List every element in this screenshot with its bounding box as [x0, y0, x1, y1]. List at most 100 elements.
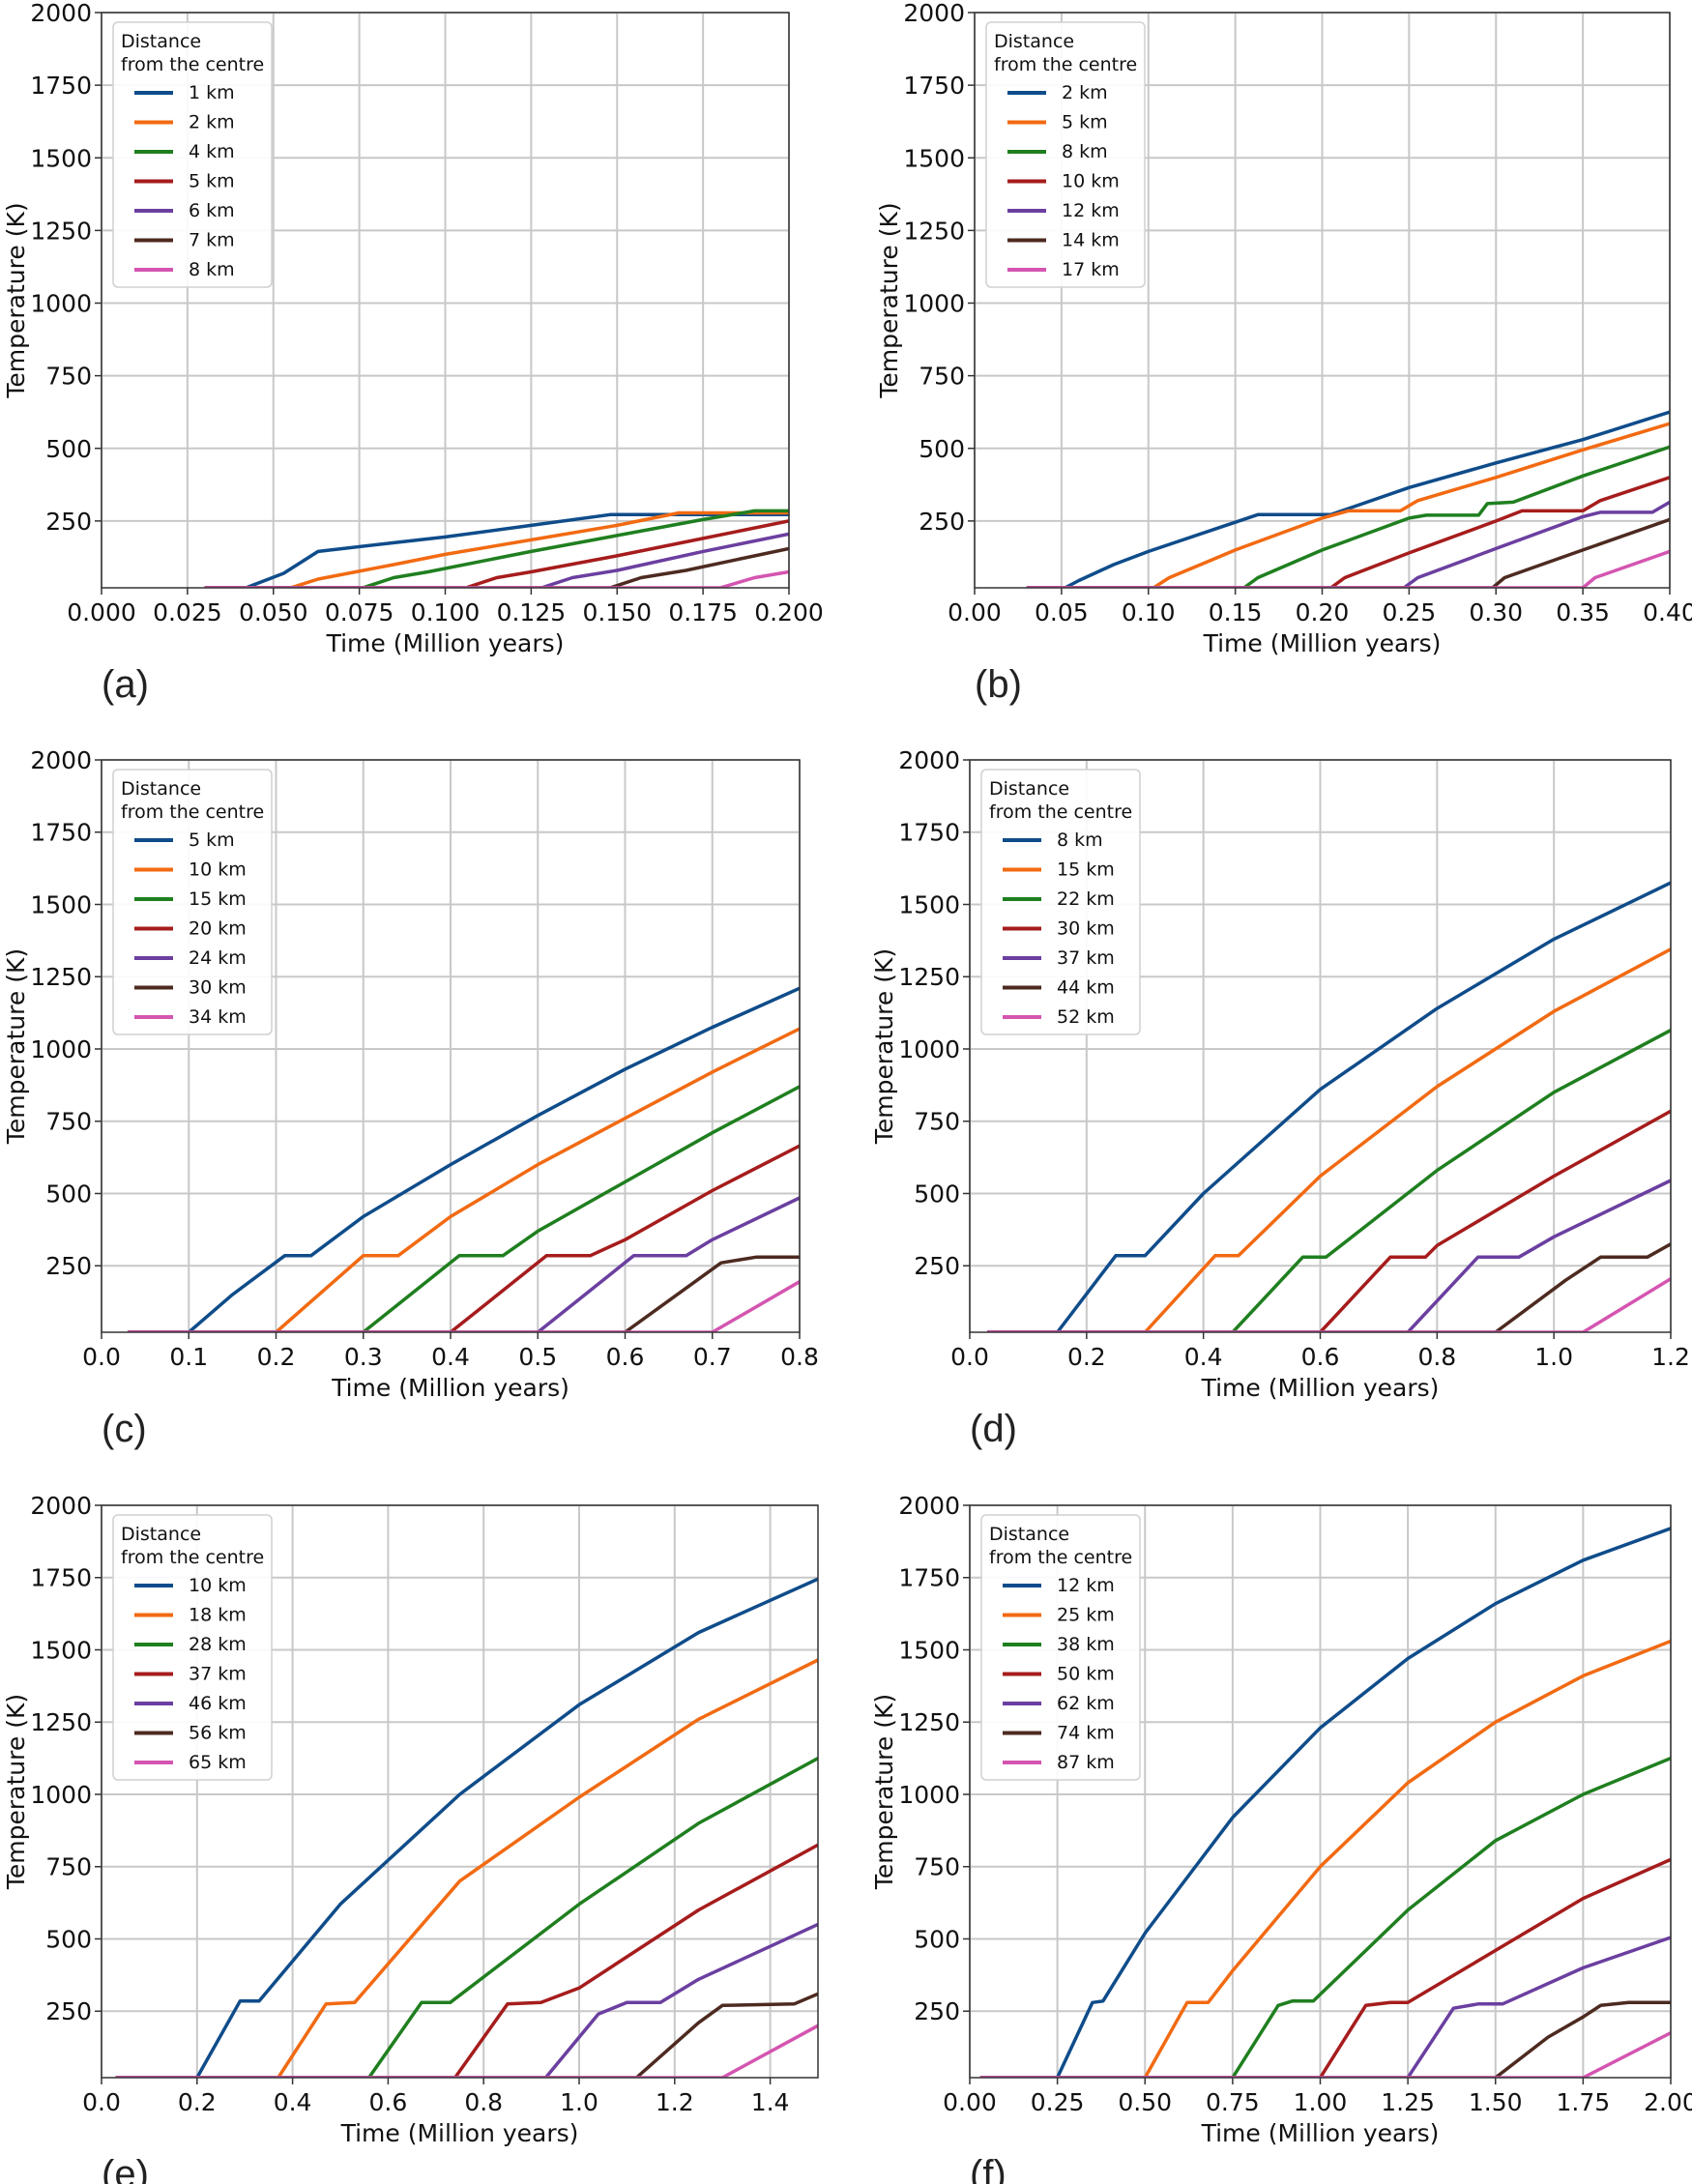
axes-frame [969, 759, 1672, 1333]
y-tick-label: 1500 [30, 890, 92, 918]
x-tick-label: 0.025 [153, 598, 222, 626]
series-line-5-km [1026, 422, 1670, 588]
y-tick-label: 2000 [898, 1492, 960, 1520]
x-tick-label: 0.40 [1643, 598, 1692, 626]
y-axis-label: Temperature (K) [2, 948, 30, 1145]
y-tick-label: 2000 [30, 0, 92, 27]
y-tick-label: 1500 [898, 1636, 960, 1664]
x-axis-label: Time (Million years) [1201, 2119, 1440, 2147]
legend-label: 15 km [189, 888, 247, 910]
legend-title: from the centre [989, 1547, 1132, 1568]
x-tick-label: 2.00 [1644, 2088, 1692, 2116]
y-tick-label: 1250 [30, 217, 92, 245]
x-tick-label: 0.1 [169, 1343, 208, 1371]
y-tick-label: 2000 [30, 746, 92, 774]
legend-label: 37 km [189, 1664, 247, 1685]
legend-label: 30 km [189, 977, 247, 999]
y-tick-label: 1500 [30, 144, 92, 172]
legend-label: 50 km [1057, 1664, 1115, 1685]
x-tick-label: 0.5 [518, 1343, 557, 1371]
x-tick-label: 0.075 [325, 598, 394, 626]
x-tick-label: 1.0 [560, 2088, 598, 2116]
x-tick-label: 1.2 [1651, 1343, 1690, 1371]
x-tick-label: 0.25 [1031, 2088, 1085, 2116]
legend-label: 44 km [1057, 977, 1115, 999]
y-tick-label: 1750 [898, 1564, 960, 1592]
y-tick-label: 1000 [30, 1781, 92, 1809]
y-tick-label: 750 [914, 1853, 960, 1881]
legend-label: 46 km [189, 1693, 247, 1714]
chart-panel-f: 0.00 0.25 0.50 0.75 1.00 1.25 1.50 1.75 2.00 250 5… [870, 1492, 1692, 2184]
axes-frame [974, 12, 1671, 589]
x-tick-label: 0.0 [82, 1343, 121, 1371]
x-tick-label: 0.150 [582, 598, 652, 626]
x-tick-label: 0.175 [668, 598, 738, 626]
axes-frame [101, 12, 790, 589]
legend-title: from the centre [121, 801, 264, 823]
series-line-74-km [979, 2000, 1671, 2078]
y-tick-label: 250 [45, 508, 92, 536]
chart-panel-c: 0.0 0.1 0.2 0.3 0.4 0.5 0.6 0.7 0.8 250 500 750 1000… [2, 746, 819, 1450]
series-line-10-km [115, 1577, 818, 2078]
y-tick-label: 750 [45, 1853, 92, 1881]
series-line-4-km [204, 509, 789, 588]
x-tick-label: 0.00 [943, 2088, 997, 2116]
axes-frame [969, 1504, 1672, 2079]
series-line-5-km [204, 519, 789, 588]
y-tick-label: 500 [919, 435, 965, 463]
y-tick-label: 1750 [30, 819, 92, 847]
x-tick-label: 0.8 [1417, 1343, 1456, 1371]
series-line-62-km [979, 1936, 1671, 2078]
x-tick-label: 0.050 [239, 598, 308, 626]
series-line-87-km [979, 2031, 1671, 2078]
y-tick-label: 1750 [903, 72, 965, 100]
x-tick-label: 0.0 [950, 1343, 989, 1371]
legend-label: 4 km [189, 141, 235, 162]
y-tick-label: 250 [914, 1252, 960, 1280]
x-tick-label: 0.10 [1122, 598, 1176, 626]
panel-label: (c) [102, 1408, 147, 1450]
x-tick-label: 0.8 [780, 1343, 819, 1371]
legend-box [980, 769, 1141, 1035]
series-line-10-km [1026, 476, 1670, 588]
series-line-1-km [204, 512, 789, 588]
x-tick-label: 0.2 [1067, 1343, 1106, 1371]
legend-label: 10 km [1062, 171, 1120, 192]
legend-label: 5 km [1062, 112, 1108, 133]
legend-label: 15 km [1057, 859, 1115, 881]
legend-title: from the centre [994, 54, 1137, 75]
x-tick-label: 1.2 [656, 2088, 694, 2116]
legend-title: from the centre [989, 801, 1132, 823]
legend-box [985, 21, 1146, 288]
legend-title: Distance [121, 31, 201, 52]
y-tick-label: 750 [914, 1108, 960, 1136]
chart-panel-a: 0.000 0.025 0.050 0.075 0.100 0.125 0.150 0.175… [2, 0, 824, 706]
y-tick-label: 1250 [898, 963, 960, 991]
y-tick-label: 1000 [30, 290, 92, 318]
legend-label: 6 km [189, 200, 235, 221]
y-tick-label: 500 [45, 1179, 92, 1208]
axes-frame [101, 759, 801, 1333]
legend-label: 22 km [1057, 888, 1115, 910]
panel-label: (d) [970, 1408, 1017, 1450]
legend-label: 20 km [189, 918, 247, 940]
x-axis-label: Time (Million years) [1201, 1374, 1440, 1402]
x-tick-label: 0.25 [1383, 598, 1437, 626]
legend-label: 30 km [1057, 918, 1115, 940]
legend-title: Distance [989, 1524, 1069, 1545]
legend-box [980, 1514, 1141, 1781]
panel-label: (b) [975, 663, 1022, 706]
series-line-6-km [204, 532, 789, 588]
chart-panel-e: 0.0 0.2 0.4 0.6 0.8 1.0 1.2 1.4 250 500 750 1000 125… [2, 1492, 819, 2184]
x-tick-label: 0.4 [431, 1343, 470, 1371]
x-axis-label: Time (Million years) [331, 1374, 569, 1402]
legend-label: 65 km [189, 1752, 247, 1773]
series-line-25-km [979, 1639, 1671, 2078]
legend-label: 10 km [189, 1575, 247, 1596]
legend-label: 24 km [189, 947, 247, 969]
series-line-37-km [987, 1179, 1671, 1332]
